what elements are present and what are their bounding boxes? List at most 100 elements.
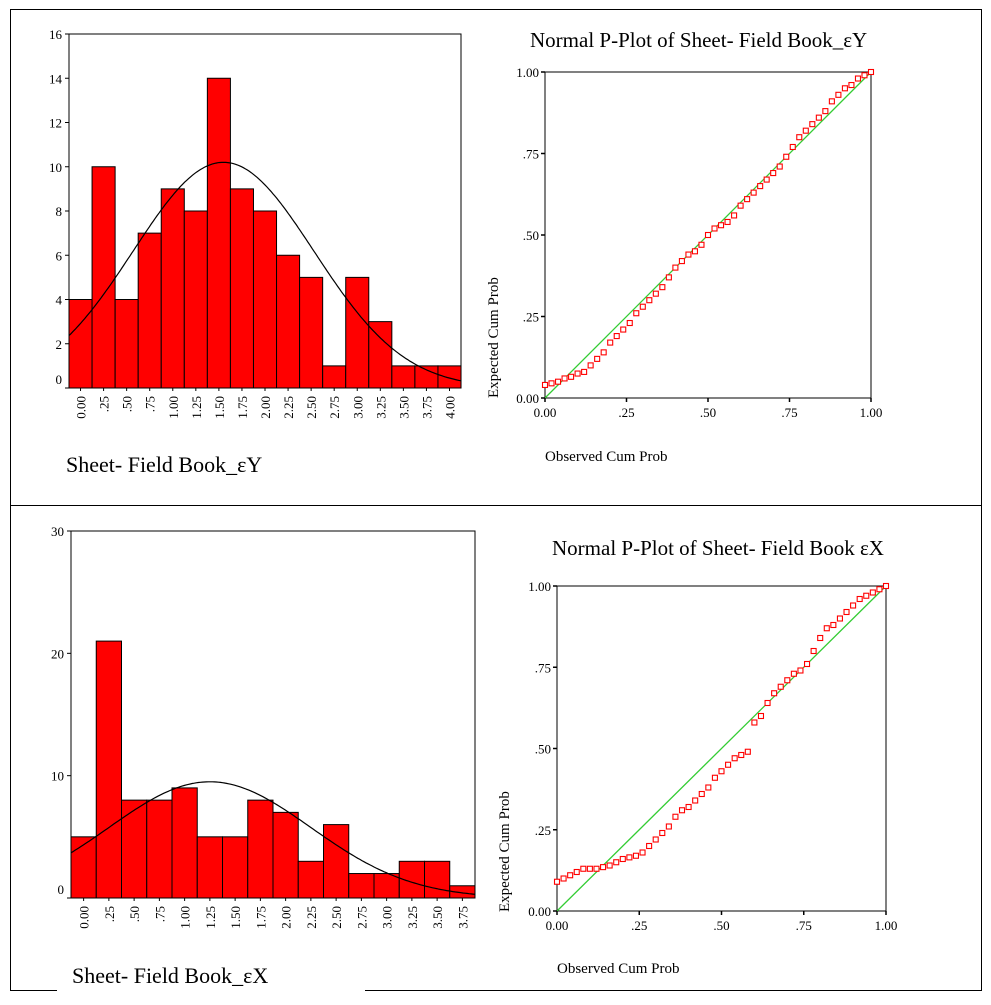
ppY-ylabel: Expected Cum Prob (486, 277, 502, 398)
histY-xtick-label: .25 (97, 396, 112, 412)
ppY-point (854, 75, 862, 82)
histY-ytick-label: 2 (56, 337, 63, 352)
ppX-point (619, 855, 626, 863)
histX-ytick-label: 0 (58, 882, 65, 897)
ppY-point (711, 225, 718, 232)
ppX-point (672, 813, 679, 820)
histY-bar (137, 232, 162, 389)
histX-normal-curve (70, 781, 476, 895)
ppY-point (620, 326, 627, 333)
ppX-point (639, 849, 646, 856)
ppX-point (810, 647, 817, 655)
histY-bar (183, 210, 208, 389)
ppY-point (685, 251, 692, 258)
ppX-ytick-label: .25 (535, 823, 551, 838)
ppX-title: Normal P-Plot of Sheet- Field Book εX (552, 536, 884, 560)
ppY-point (802, 127, 809, 134)
ppY-xtick-label: .75 (781, 405, 797, 420)
ppX-point (692, 797, 699, 804)
ppY-point (626, 319, 633, 327)
ppX-point (784, 677, 791, 684)
ppX-point (685, 803, 692, 811)
ppY-point (678, 258, 685, 265)
ppY-point (750, 189, 757, 196)
ppX-point (711, 774, 718, 781)
ppY-ytick-label: 0.00 (516, 391, 539, 406)
histX-xtick-label: .75 (152, 906, 167, 922)
histX-xtick-label: .50 (127, 906, 142, 922)
ppX-point (665, 823, 672, 830)
histY-xtick-label: 2.00 (258, 396, 273, 419)
ppY-point (763, 176, 770, 183)
histX-xtick-label: 1.25 (203, 906, 218, 929)
ppY-point (776, 163, 783, 170)
histY-bar (276, 254, 301, 389)
ppY-point (841, 85, 848, 92)
histY-ytick-label: 12 (49, 116, 62, 131)
histY-ytick-label: 4 (56, 293, 63, 308)
ppY-point (659, 284, 666, 291)
histX-bar (146, 799, 173, 899)
ppY-point (633, 310, 640, 317)
ppY-point (600, 349, 607, 356)
ppX-point (725, 761, 732, 768)
ppX-point (560, 875, 567, 882)
ppX-point (856, 595, 863, 603)
histY-xtick-label: 1.50 (212, 396, 227, 419)
histX-ytick-label: 10 (51, 769, 64, 784)
histY-normal-curve (68, 161, 462, 382)
histY-xtick-label: 2.50 (304, 396, 319, 419)
histY-bar (252, 210, 278, 389)
histY-bar (368, 321, 393, 389)
ppY-xtick-label: 0.00 (534, 405, 557, 420)
histY-caption: Sheet- Field Book_εY (66, 452, 263, 477)
ppX-point (757, 712, 765, 720)
histY-bar (322, 365, 347, 389)
histX-bar (196, 836, 223, 899)
ppX-point (836, 615, 843, 622)
ppX-ytick-label: .50 (535, 742, 551, 757)
histY-xtick-label: 1.75 (235, 396, 250, 419)
histX-bar (70, 836, 97, 899)
histX-bar (373, 873, 400, 899)
ppY-xtick-label: .25 (618, 405, 634, 420)
ppY-point (757, 183, 764, 190)
ppY-point (652, 290, 659, 297)
histY-bar (114, 299, 139, 389)
ppY-point (737, 202, 744, 209)
ppX-point (850, 602, 857, 609)
histY-bar (391, 365, 416, 389)
histY-xtick-label: .75 (143, 396, 158, 412)
ppY-point (541, 381, 549, 389)
ppX-point (771, 690, 778, 697)
ppY-point (867, 68, 875, 76)
histY-xtick-label: 1.25 (189, 396, 204, 419)
ppX-point (823, 625, 830, 632)
ppY-ytick-label: .50 (523, 228, 539, 243)
ppX-point (869, 589, 876, 596)
ppY-point (783, 153, 790, 160)
ppY-point (639, 303, 646, 310)
ppX-ytick-label: 1.00 (528, 579, 551, 594)
ppY-point (770, 170, 777, 177)
ppY-point (796, 134, 803, 141)
histY-xtick-label: 3.75 (419, 396, 434, 419)
histX-bar (297, 860, 324, 899)
ppX-ytick-label: 0.00 (528, 904, 551, 919)
ppX-ytick-label: .75 (535, 660, 551, 675)
ppY-ytick-label: .25 (523, 310, 539, 325)
histX-xtick-label: 1.75 (253, 906, 268, 929)
histX-bar (121, 799, 148, 899)
ppX-point (613, 859, 620, 866)
ppX-point (600, 864, 607, 871)
ppX-xtick-label: .50 (713, 918, 729, 933)
histY-ytick-label: 6 (56, 248, 63, 263)
ppX-ylabel: Expected Cum Prob (497, 791, 513, 912)
ppY-point (835, 91, 842, 98)
histX-ytick-label: 20 (51, 646, 64, 661)
histX-bar (247, 799, 274, 899)
ppY-ytick-label: 1.00 (516, 65, 539, 80)
ppX-point (744, 748, 751, 755)
ppX-point (678, 807, 686, 814)
histX-bar (222, 836, 249, 899)
